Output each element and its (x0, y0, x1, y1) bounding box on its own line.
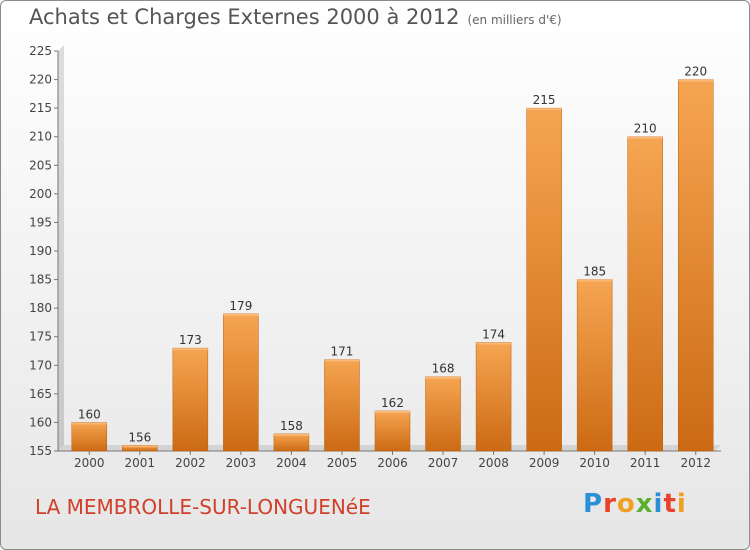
bar-top-highlight (273, 433, 309, 436)
y-tick-label: 170 (29, 358, 52, 372)
bar (576, 279, 613, 452)
y-tick-label: 215 (29, 101, 52, 115)
data-label: 210 (634, 122, 657, 136)
bar-top-highlight (476, 342, 512, 345)
bar-top-highlight (172, 348, 208, 351)
data-label: 162 (381, 396, 404, 410)
bar (324, 359, 360, 452)
y-axis-wall (58, 45, 64, 451)
data-label: 173 (179, 333, 202, 347)
bar (627, 136, 663, 452)
x-tick-label: 2009 (529, 456, 560, 470)
data-label: 179 (229, 299, 252, 313)
y-tick-label: 225 (29, 44, 52, 58)
axis-layer: 155 160 165 170 175 180 185 190 195 200 205 210 215 2… (29, 44, 721, 458)
y-tick-label: 220 (29, 73, 52, 87)
data-label: 160 (78, 407, 101, 421)
bar-top-highlight (223, 313, 259, 316)
proxiti-logo-letter: t (663, 489, 677, 519)
y-tick-label: 200 (29, 187, 52, 201)
chart-title: Achats et Charges Externes 2000 à 2012 (e… (29, 5, 562, 29)
bar-top-highlight (627, 136, 663, 139)
chart-subtitle: (en milliers d'€) (467, 13, 562, 27)
x-tick-label: 2000 (74, 456, 105, 470)
bar (475, 342, 512, 452)
bar-top-highlight (71, 422, 107, 425)
x-tick-label: 2012 (680, 456, 711, 470)
data-label: 215 (533, 93, 556, 107)
bar (425, 376, 461, 452)
x-tick-label: 2006 (377, 456, 408, 470)
x-tick-label: 2002 (175, 456, 206, 470)
proxiti-logo: Proxiti (583, 489, 687, 519)
x-tick-label: 2003 (226, 456, 257, 470)
data-label: 168 (432, 362, 455, 376)
bar-top-highlight (526, 108, 562, 111)
proxiti-logo-letter: r (603, 489, 617, 519)
y-tick-label: 190 (29, 244, 52, 258)
data-label: 171 (331, 345, 354, 359)
bar-top-highlight (577, 279, 613, 282)
bar-chart: 155 160 165 170 175 180 185 190 195 200 205 210 215 2… (29, 44, 721, 470)
y-tick-label: 180 (29, 301, 52, 315)
bar-top-highlight (122, 445, 158, 448)
proxiti-logo-letter: x (635, 489, 654, 519)
bar (374, 410, 411, 452)
labels-layer: 160 2000 156 2001 173 2002 179 2003 158 2004 171 20… (74, 65, 711, 470)
bar (677, 79, 714, 452)
y-tick-label: 210 (29, 130, 52, 144)
bar (526, 107, 562, 452)
bar (172, 347, 209, 452)
y-tick-label: 185 (29, 273, 52, 287)
y-tick-label: 195 (29, 215, 52, 229)
y-tick-label: 205 (29, 158, 52, 172)
x-tick-label: 2005 (327, 456, 358, 470)
proxiti-logo-letter: i (676, 489, 687, 519)
x-tick-label: 2010 (579, 456, 610, 470)
data-label: 174 (482, 327, 505, 341)
proxiti-logo-letter: o (616, 489, 636, 519)
x-tick-label: 2011 (630, 456, 661, 470)
data-label: 156 (128, 430, 151, 444)
bar (71, 422, 108, 452)
data-label: 158 (280, 419, 303, 433)
proxiti-logo-letter: i (653, 489, 664, 519)
bars-layer (71, 79, 714, 452)
x-tick-label: 2008 (478, 456, 509, 470)
chart-title-text: Achats et Charges Externes 2000 à 2012 (29, 5, 460, 29)
y-tick-label: 160 (29, 415, 52, 429)
bar (273, 433, 310, 452)
y-tick-label: 175 (29, 330, 52, 344)
bar-top-highlight (425, 376, 461, 379)
data-label: 185 (583, 265, 606, 279)
x-tick-label: 2001 (125, 456, 156, 470)
x-tick-label: 2007 (428, 456, 459, 470)
bar (223, 313, 259, 452)
data-label: 220 (684, 65, 707, 79)
location-name: LA MEMBROLLE-SUR-LONGUENéE (35, 495, 371, 519)
bar-top-highlight (678, 79, 714, 82)
proxiti-logo-letter: P (583, 489, 604, 519)
x-tick-label: 2004 (276, 456, 307, 470)
bar-top-highlight (375, 411, 410, 413)
y-tick-label: 165 (29, 387, 52, 401)
y-tick-label: 155 (29, 444, 52, 458)
bar-top-highlight (324, 359, 360, 362)
